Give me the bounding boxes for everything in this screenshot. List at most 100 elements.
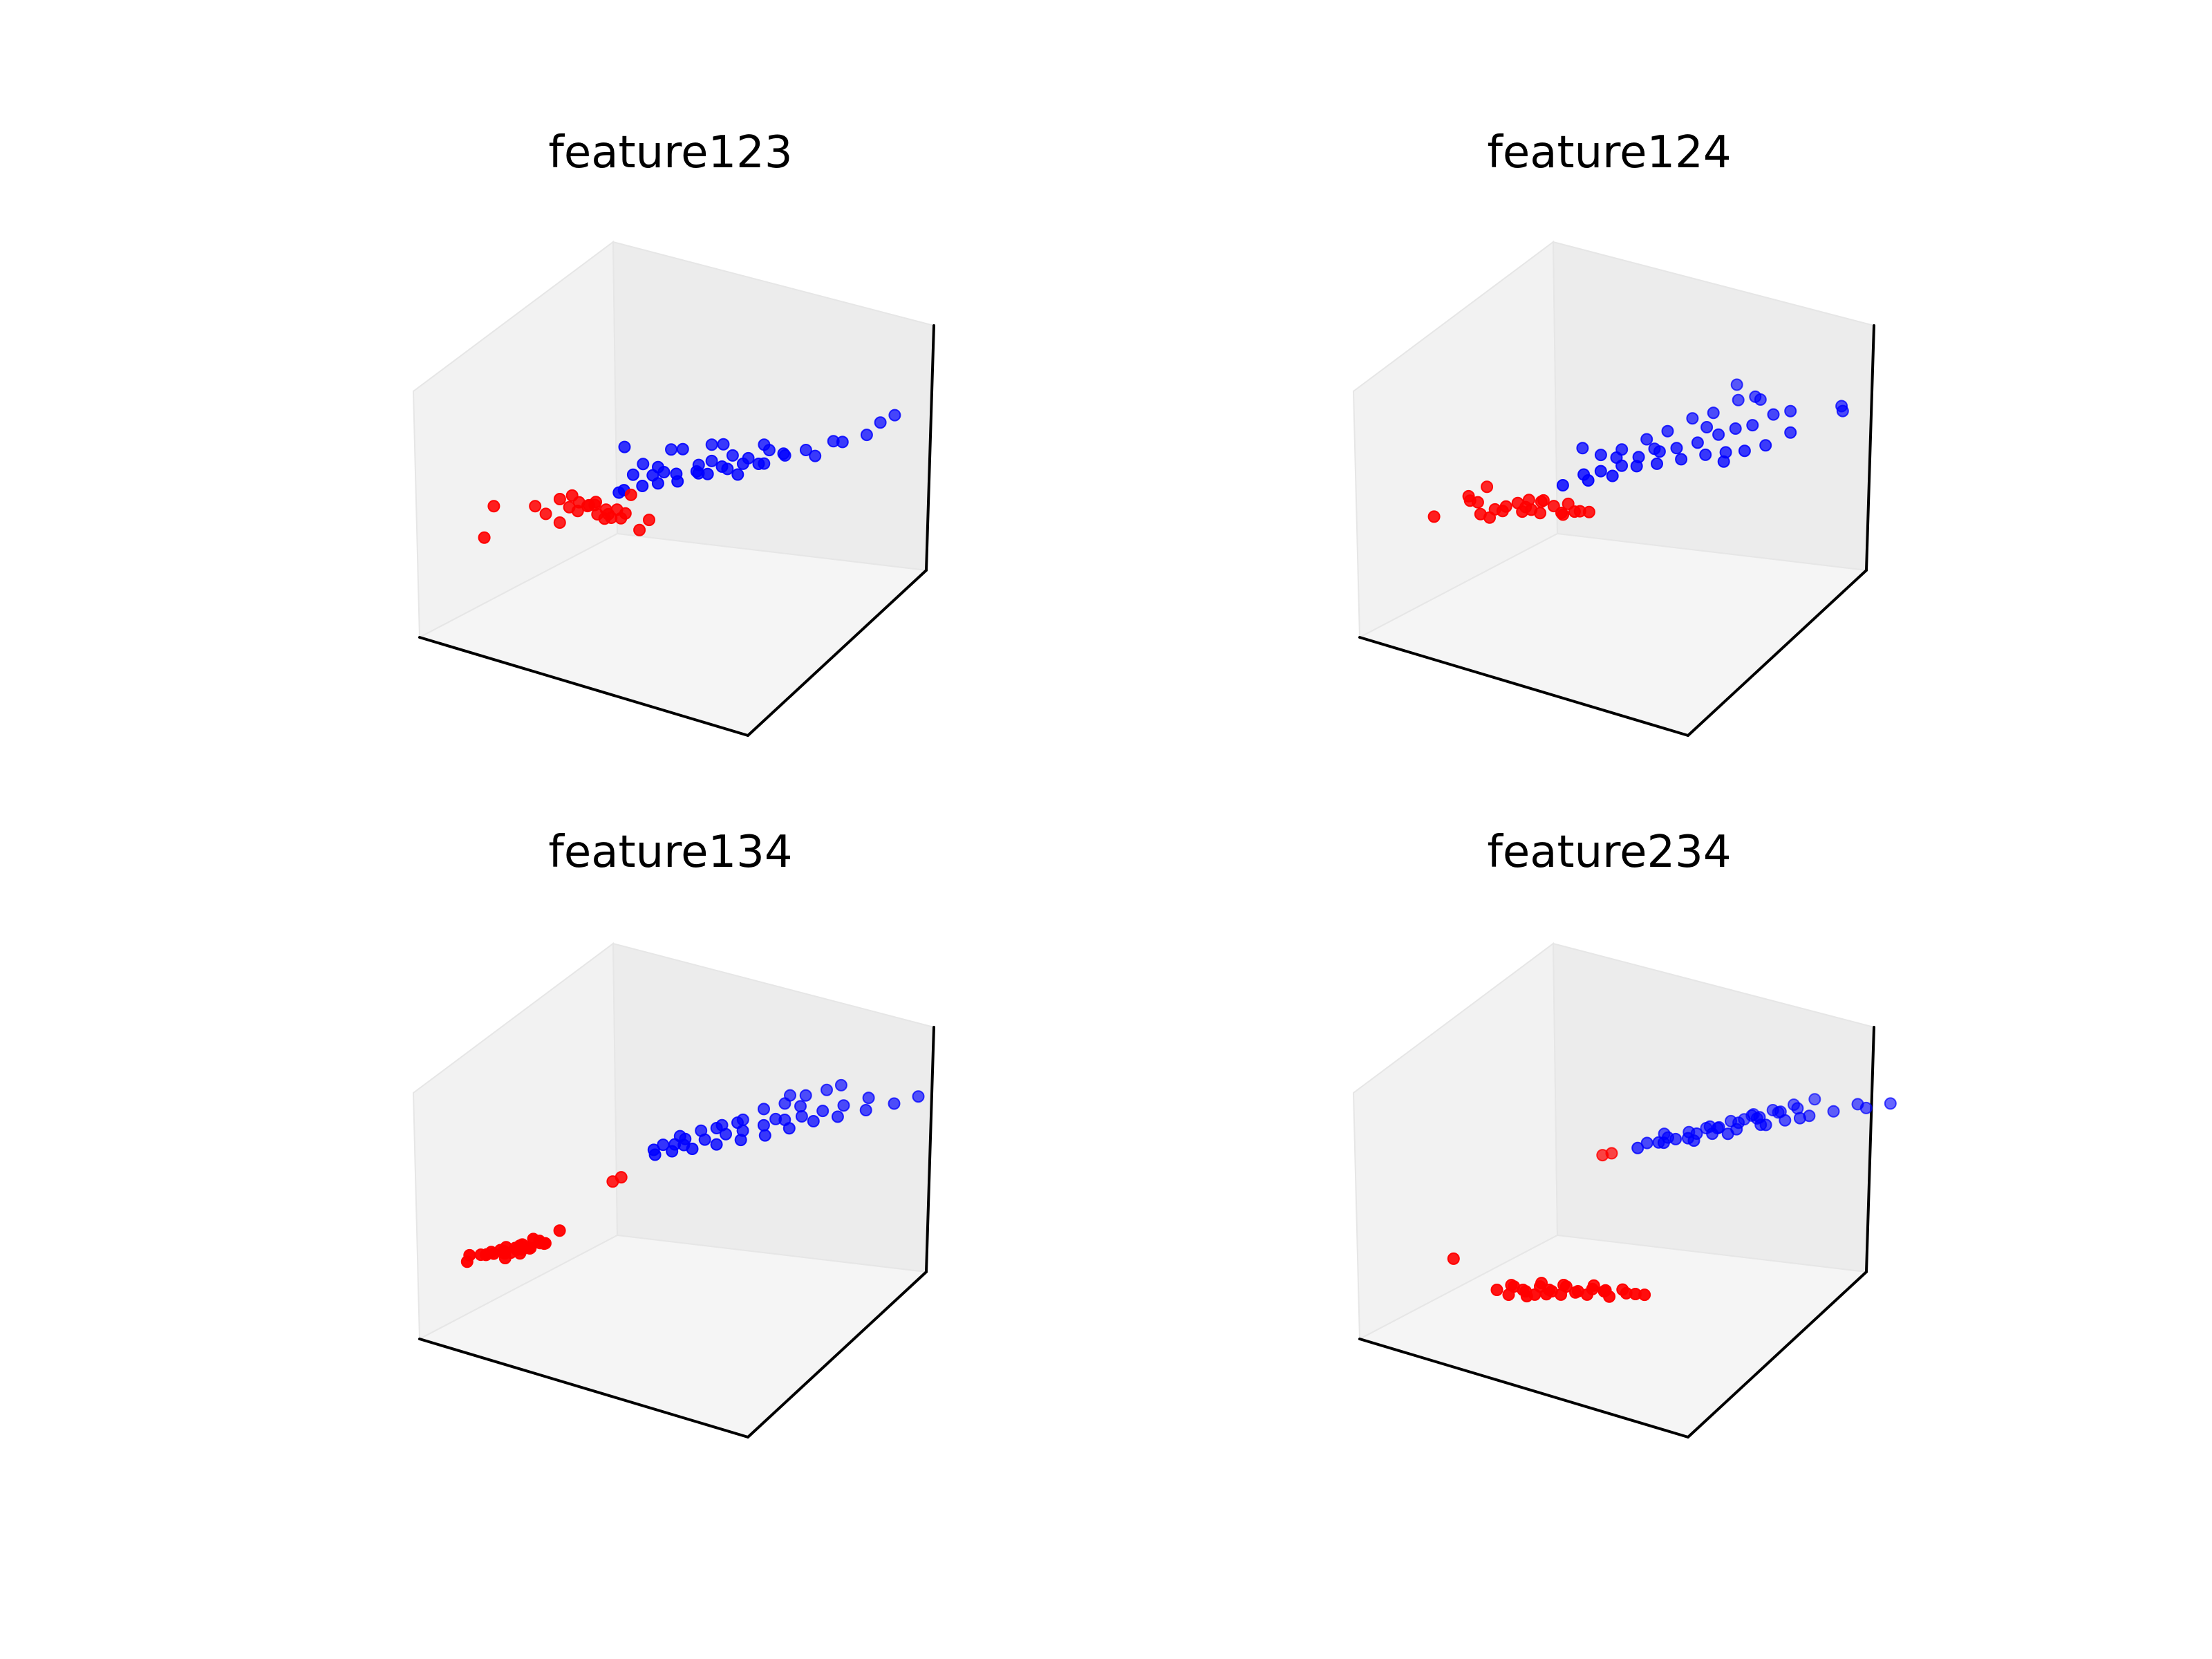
scatter-point xyxy=(657,466,671,478)
scatter-point xyxy=(752,458,765,470)
scatter-point xyxy=(1754,393,1767,406)
scatter-point xyxy=(734,1134,747,1147)
scatter-point xyxy=(1606,469,1619,482)
scatter-point xyxy=(538,1237,552,1250)
scatter-point xyxy=(758,1129,771,1142)
scatter-point xyxy=(731,468,744,481)
scatter-point xyxy=(665,443,677,456)
scatter-point xyxy=(1525,503,1538,516)
scatter-point xyxy=(1582,474,1595,487)
subplot-title: feature124 xyxy=(1487,127,1731,178)
y-axis-line xyxy=(747,569,928,737)
scatter-point xyxy=(816,1105,830,1118)
scatter-point xyxy=(643,514,655,527)
scatter-point xyxy=(1884,1097,1897,1110)
scatter-point xyxy=(715,460,729,473)
scatter-point xyxy=(1738,444,1751,458)
scatter-point xyxy=(1767,408,1780,421)
scatter-point xyxy=(1481,480,1494,494)
scatter-point xyxy=(1793,1112,1806,1125)
scatter-point xyxy=(553,1224,566,1237)
scatter-point xyxy=(1582,505,1595,518)
scatter-point xyxy=(553,493,566,505)
subplot-feature134: feature134 xyxy=(412,827,935,1438)
scatter-point xyxy=(624,488,637,501)
scatter-point xyxy=(888,1097,901,1110)
scatter-point xyxy=(1502,1288,1515,1301)
scatter-point xyxy=(602,507,615,521)
scatter-point xyxy=(1686,412,1699,425)
scatter-point xyxy=(1721,1127,1734,1141)
scatter-point xyxy=(860,429,873,442)
scatter-point xyxy=(516,1238,529,1251)
scatter-point xyxy=(487,1247,500,1260)
scatter-point xyxy=(1651,457,1663,470)
scatter-point xyxy=(705,454,718,467)
scatter-point xyxy=(539,507,552,521)
scatter-point xyxy=(762,444,776,457)
scatter-point xyxy=(1669,1132,1683,1145)
scatter-point xyxy=(1594,449,1607,462)
back-pane xyxy=(612,942,935,1273)
scatter-point xyxy=(717,438,730,451)
scatter-point xyxy=(912,1090,925,1103)
scatter-point xyxy=(874,416,887,429)
subplot-feature123: feature123 xyxy=(412,127,935,737)
scatter-point xyxy=(837,1099,850,1112)
scatter-point xyxy=(1594,465,1607,478)
x-axis-line xyxy=(418,1338,749,1438)
scatter-point xyxy=(626,468,639,481)
scatter-point xyxy=(1447,1252,1460,1265)
scatter-point xyxy=(726,449,739,462)
scatter-point xyxy=(527,1232,540,1246)
scatter-point xyxy=(799,1089,812,1102)
scatter-point xyxy=(1784,404,1797,418)
scatter-point xyxy=(834,1078,847,1091)
scatter-point xyxy=(676,442,689,456)
scatter-point xyxy=(836,435,849,449)
scatter-point xyxy=(1427,510,1441,523)
scatter-point xyxy=(686,1143,699,1155)
scatter-point xyxy=(1640,433,1653,446)
x-axis-line xyxy=(418,636,749,737)
scatter-point xyxy=(648,1148,662,1161)
scatter-point xyxy=(1535,495,1548,508)
scatter-point xyxy=(590,496,602,509)
scatter-point xyxy=(636,480,649,492)
subplot-title: feature123 xyxy=(548,127,792,178)
scatter-point xyxy=(1670,442,1683,455)
scatter-point xyxy=(1784,426,1797,439)
scatter-point xyxy=(794,1100,807,1113)
subplot-feature124: feature124 xyxy=(1352,127,1875,737)
scatter-point xyxy=(807,1115,820,1127)
subplot-title: feature134 xyxy=(548,827,792,878)
y-axis-line xyxy=(747,1271,928,1438)
scatter-point xyxy=(1520,1290,1533,1303)
scatter-point xyxy=(1759,439,1772,452)
scatter-point xyxy=(671,475,684,488)
scatter-point xyxy=(1471,496,1484,509)
scatter-point xyxy=(498,1247,512,1260)
scatter-point xyxy=(1630,460,1643,473)
scatter-point xyxy=(1653,445,1666,458)
scatter-point xyxy=(1691,436,1704,449)
scatter-point xyxy=(831,1110,844,1123)
scatter-point xyxy=(778,1097,791,1110)
scatter-point xyxy=(720,1127,732,1141)
scatter-point xyxy=(736,457,749,470)
scatter-point xyxy=(1490,1284,1503,1296)
scatter-point xyxy=(1759,1118,1772,1132)
scatter-point xyxy=(1706,1127,1719,1141)
scatter-point xyxy=(478,531,491,544)
scatter-point xyxy=(1556,479,1569,491)
scatter-point xyxy=(1657,1136,1670,1150)
scatter-point xyxy=(1729,422,1742,435)
scatter-point xyxy=(1615,459,1629,472)
scatter-point xyxy=(1730,378,1743,391)
scatter-point xyxy=(666,1145,679,1158)
scatter-point xyxy=(1581,1288,1593,1301)
scatter-point xyxy=(487,500,500,513)
scatter-point xyxy=(1717,455,1730,468)
scatter-point xyxy=(637,458,650,471)
scatter-point xyxy=(809,449,822,462)
